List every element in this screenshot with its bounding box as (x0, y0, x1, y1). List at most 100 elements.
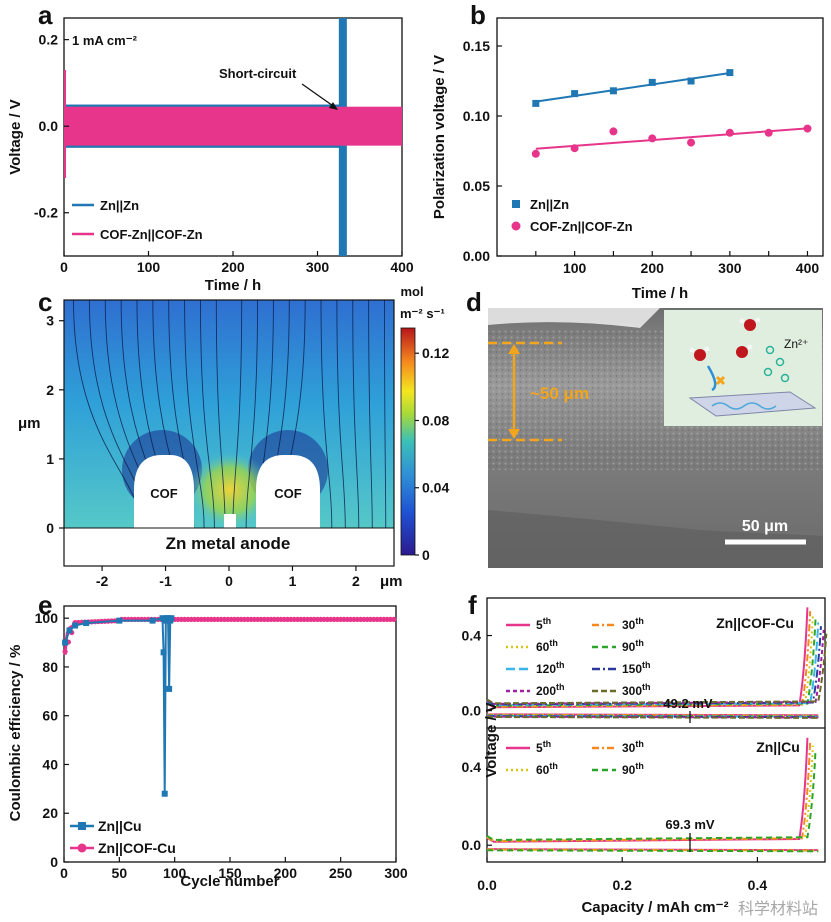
panel-a-ticks: 0 100 200 300 400 -0.2 0.0 0.2 (34, 32, 414, 275)
panel-f-ylabel: Voltage / V (483, 702, 500, 778)
c-streamline (199, 299, 215, 529)
f-curve-strip-6 (486, 715, 819, 719)
c-xtick-label: 1 (289, 573, 297, 589)
f-curve-2 (486, 745, 814, 842)
c-ytick-label: 2 (46, 382, 54, 398)
e-point-zn-cu (168, 615, 175, 622)
colorbar (400, 327, 416, 556)
b-ytick-label: 0.15 (463, 38, 490, 54)
legend-b-zn-zn: Zn||Zn (530, 197, 569, 212)
c-streamline (336, 299, 346, 529)
c-xtick-label: 2 (352, 573, 360, 589)
f-curve-1 (486, 741, 812, 843)
e-xtick-label: 200 (274, 865, 298, 881)
c-ytick-label: 1 (46, 451, 54, 467)
f-legend-label: 5th (536, 739, 551, 755)
a-xtick-label: 300 (306, 259, 330, 275)
panel-a-ylabel: Voltage / V (7, 99, 24, 175)
f-ytick-label: 0.4 (462, 628, 482, 644)
f-curve-strip-3 (486, 849, 819, 853)
panel-b-ylabel: Polarization voltage / V (431, 55, 448, 219)
legend-swatch-e-cof (77, 843, 87, 853)
panel-a-condition: 1 mA cm⁻² (72, 33, 138, 48)
f-ytick-label: 0.0 (462, 703, 482, 719)
panel-f-label: f (468, 590, 477, 620)
panel-f: f 0.0 0.0 0.4 0.4 0.0 0.2 0.4 Zn||COF-Cu Zn||C… (462, 590, 828, 916)
legend-e-cof: Zn||COF-Cu (98, 840, 176, 856)
f-xtick-label: 0.0 (477, 877, 497, 893)
panel-c-xlabel: μm (380, 573, 403, 590)
f-legend-label: 200th (536, 682, 565, 698)
panel-b-xlabel: Time / h (632, 285, 688, 302)
b-ytick-label: 0.00 (463, 248, 490, 264)
b-point-cof (764, 128, 773, 137)
panel-f-bottom-overpot: 69.3 mV (665, 817, 714, 832)
e-point-zn-cu (66, 627, 73, 634)
panel-b-ticks: 100 200 300 400 0.00 0.05 0.10 0.15 (463, 38, 820, 276)
e-point-zn-cu (149, 617, 156, 624)
panel-e-plot (62, 615, 397, 797)
panel-a-label: a (38, 0, 53, 30)
cbar-tick-label: 0.12 (422, 345, 449, 361)
panel-c-ylabel: μm (18, 415, 41, 432)
e-point-zn-cu (166, 685, 173, 692)
thickness-label: ~50 μm (530, 384, 589, 403)
panel-e: e 0 50 100 150 200 250 300 0 20 40 60 80 100 Cycle n… (7, 590, 408, 890)
e-point-zn-cu (161, 790, 168, 797)
panel-f-bottom-title: Zn||Cu (756, 739, 800, 755)
c-xtick-label: -2 (96, 573, 109, 589)
a-xtick-label: 200 (221, 259, 245, 275)
f-xtick-label: 0.2 (612, 877, 632, 893)
a-ytick-label: 0.0 (39, 118, 59, 134)
inset-channels (711, 402, 777, 410)
b-point-zn-zn (532, 99, 540, 107)
f-curve-4 (486, 622, 820, 706)
a-xtick-label: 100 (137, 259, 161, 275)
b-fit-line-1 (535, 127, 808, 150)
e-ytick-label: 20 (42, 805, 58, 821)
e-point-zn-cu (160, 649, 167, 656)
panel-f-ticks: 0.0 0.0 0.4 0.4 0.0 0.2 0.4 (462, 628, 768, 893)
e-xtick-label: 100 (163, 865, 187, 881)
anode-label: Zn metal anode (166, 534, 291, 553)
e-series-cof-line (63, 617, 396, 655)
anode-region (64, 528, 394, 566)
f-legend-label: 120th (536, 660, 565, 676)
e-point-cof (391, 616, 397, 623)
f-legend-label: 150th (622, 660, 651, 676)
panel-d-label: d (466, 287, 482, 317)
e-ytick-label: 80 (42, 659, 58, 675)
series-cof-zn-band (64, 106, 402, 146)
c-ytick-label: 3 (46, 313, 54, 329)
panel-e-ylabel: Coulombic efficiency / % (7, 645, 24, 822)
b-point-zn-zn (609, 87, 617, 95)
legend-e-zn-cu: Zn||Cu (98, 818, 142, 834)
thickness-arrowhead-top (508, 344, 520, 354)
panel-f-top-overpot: 49.2 mV (663, 696, 712, 711)
f-curve-0 (486, 607, 809, 709)
e-xtick-label: 50 (112, 865, 128, 881)
panel-f-xlabel: Capacity / mAh cm⁻² (581, 899, 728, 916)
e-point-zn-cu (116, 617, 123, 624)
f-curve-7 (486, 633, 828, 705)
f-legend-label: 30th (622, 616, 644, 632)
f-legend-label: 60th (536, 761, 558, 777)
e-xtick-label: 0 (60, 865, 68, 881)
panel-f-top-title: Zn||COF-Cu (716, 615, 794, 631)
b-point-cof (725, 128, 734, 137)
f-curve-0 (486, 737, 809, 843)
a-ytick-label: 0.2 (39, 32, 59, 48)
cbar-tick-label: 0 (422, 547, 430, 563)
panel-a-xlabel: Time / h (205, 277, 261, 294)
e-ytick-label: 60 (42, 708, 58, 724)
b-point-cof (687, 138, 696, 147)
panel-f-legend-top: 5th 30th 60th 90th 120th 150th 200th 300th (506, 616, 651, 698)
b-point-cof (609, 127, 618, 136)
b-xtick-label: 200 (641, 260, 665, 276)
e-ytick-label: 100 (35, 610, 59, 626)
scale-bar-label: 50 μm (742, 518, 788, 535)
panel-c-label: c (38, 287, 52, 317)
cof-left-shape (134, 455, 194, 528)
